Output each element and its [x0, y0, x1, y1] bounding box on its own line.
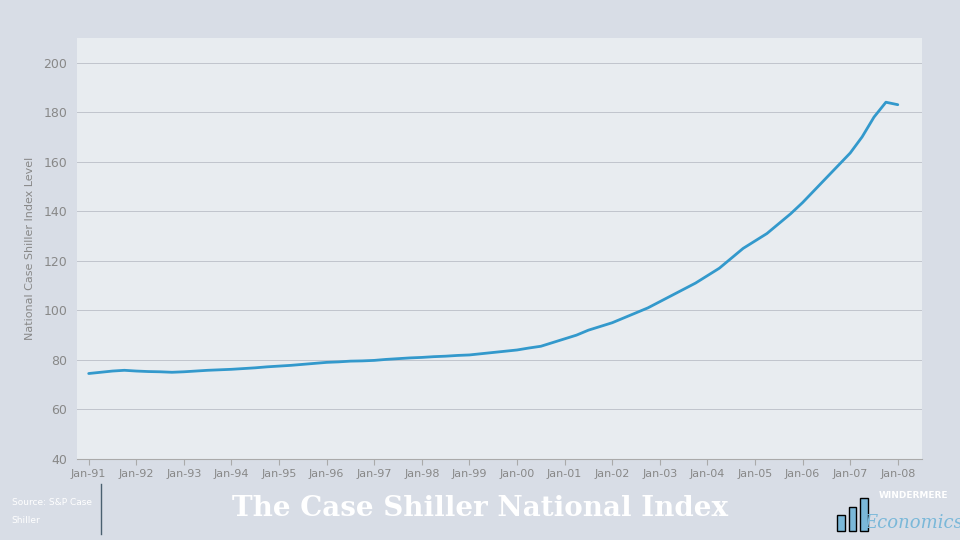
Text: Economics: Economics: [864, 514, 960, 531]
Text: Source: S&P Case: Source: S&P Case: [12, 498, 91, 507]
Text: Shiller: Shiller: [12, 516, 40, 525]
FancyBboxPatch shape: [837, 516, 845, 531]
FancyBboxPatch shape: [860, 498, 868, 531]
Text: WINDERMERE: WINDERMERE: [878, 491, 948, 500]
Y-axis label: National Case Shiller Index Level: National Case Shiller Index Level: [25, 157, 35, 340]
FancyBboxPatch shape: [849, 507, 856, 531]
Text: The Case Shiller National Index: The Case Shiller National Index: [232, 496, 728, 523]
